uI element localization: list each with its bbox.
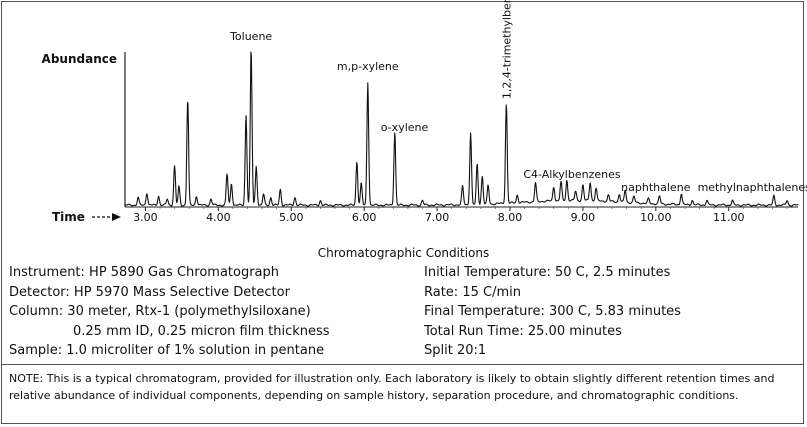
peak-label: methylnaphthalenes [698, 181, 807, 194]
peak-label: naphthalene [621, 181, 690, 194]
chromatogram: Abundance Time 3.00 4.00 5.00 6.00 7.00 8.00 9.0… [42, 0, 807, 224]
peak-point [263, 196, 264, 197]
condition-column: Column: 30 meter, Rtx-1 (polymethylsilox… [9, 304, 311, 319]
peak-point [575, 197, 576, 198]
peak-point [246, 116, 247, 117]
peak-point [256, 168, 257, 169]
peak-point [231, 185, 232, 186]
peak-point [517, 199, 518, 200]
peak-label: o-xylene [381, 121, 429, 134]
peak-point [167, 200, 168, 201]
peak-point [356, 163, 357, 164]
conditions-title: Chromatographic Conditions [317, 246, 490, 260]
peak-point [270, 199, 271, 200]
x-tick-label: 5.00 [279, 211, 304, 224]
condition-rate: Rate: 15 C/min [424, 284, 521, 300]
peak-point [566, 186, 567, 187]
peak-point [535, 188, 536, 189]
peak-point [692, 202, 693, 203]
peak-point [462, 188, 463, 189]
x-tick-label: 3.00 [133, 211, 158, 224]
peak-point [659, 199, 660, 200]
peak-label: m,p-xylene [337, 60, 399, 73]
peak-label: Toluene [229, 30, 272, 43]
note-divider [1, 364, 804, 365]
y-axis-label: Abundance [42, 52, 117, 66]
peak-point [625, 194, 626, 195]
peak-point [211, 200, 212, 201]
peak-point [482, 178, 483, 179]
peak-point [488, 188, 489, 189]
peak-point [477, 166, 478, 167]
x-tick-label: 4.00 [206, 211, 231, 224]
peak-point [280, 191, 281, 192]
condition-sample: Sample: 1.0 microliter of 1% solution in… [9, 343, 325, 358]
peak-point [146, 194, 147, 195]
condition-run-time: Total Run Time: 25.00 minutes [424, 323, 622, 339]
peak-point [174, 168, 175, 169]
peak-point [619, 199, 620, 200]
peak-point [367, 83, 368, 84]
peak-point [633, 200, 634, 201]
peak-label: C4-Alkylbenzenes [523, 168, 621, 181]
condition-initial-temp: Initial Temperature: 50 C, 2.5 minutes [424, 265, 671, 280]
condition-final-temp: Final Temperature: 300 C, 5.83 minutes [424, 304, 681, 319]
peak-point [187, 100, 188, 101]
peak-point [706, 202, 707, 203]
condition-split: Split 20:1 [424, 343, 487, 358]
peak-point [361, 185, 362, 186]
condition-detector: Detector: HP 5970 Mass Selective Detecto… [9, 284, 290, 300]
peak-point [681, 196, 682, 197]
x-tick-label: 11.00 [713, 211, 745, 224]
peak-point [422, 202, 423, 203]
x-tick-label: 6.00 [352, 211, 377, 224]
peak-point [553, 192, 554, 193]
peak-point [773, 197, 774, 198]
peak-point [787, 202, 788, 203]
peak-point [608, 200, 609, 201]
signal-trace [124, 51, 799, 207]
peak-point [196, 197, 197, 198]
x-axis-arrow-head [112, 213, 121, 221]
condition-column-detail: 0.25 mm ID, 0.25 micron film thickness [73, 323, 330, 339]
peak-point [320, 202, 321, 203]
x-axis-label: Time [52, 210, 85, 224]
peak-point [158, 197, 159, 198]
peak-point [178, 188, 179, 189]
peak-point [561, 188, 562, 189]
peak-point [506, 107, 507, 108]
x-tick-label: 8.00 [498, 211, 523, 224]
peak-point [470, 135, 471, 136]
peak-point [596, 194, 597, 195]
peak-point [732, 202, 733, 203]
peak-point [138, 199, 139, 200]
peak-point [251, 51, 252, 52]
peak-point [227, 175, 228, 176]
condition-instrument: Instrument: HP 5890 Gas Chromatograph [9, 265, 280, 280]
conditions-left: Instrument: HP 5890 Gas Chromatograph De… [9, 263, 330, 361]
x-tick-label: 7.00 [425, 211, 450, 224]
peak-point [590, 188, 591, 189]
note-text: NOTE: This is a typical chromatogram, pr… [9, 372, 775, 402]
conditions-right: Initial Temperature: 50 C, 2.5 minutes R… [424, 263, 681, 361]
peak-label: 1,2,4-trimethylbenzene [500, 0, 513, 99]
peak-point [582, 191, 583, 192]
x-tick-label: 10.00 [640, 211, 672, 224]
peak-point [294, 199, 295, 200]
x-tick-label: 9.00 [571, 211, 596, 224]
peak-point [648, 202, 649, 203]
